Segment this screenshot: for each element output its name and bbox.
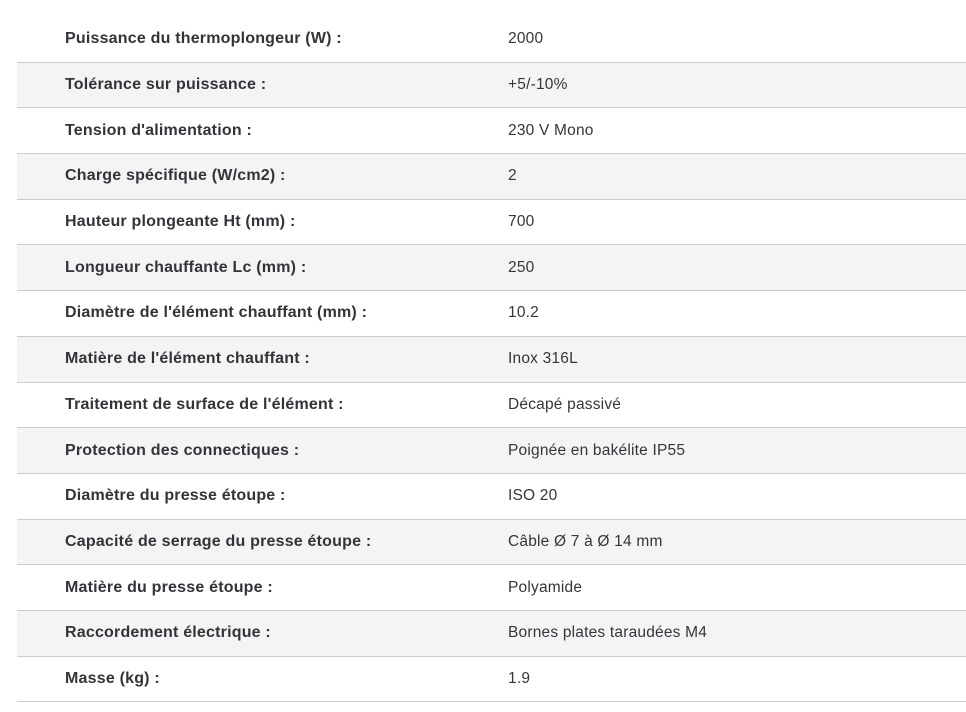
spec-row: Charge spécifique (W/cm2) : 2: [17, 154, 966, 200]
spec-row: Longueur chauffante Lc (mm) : 250: [17, 245, 966, 292]
spec-value: Poignée en bakélite IP55: [508, 441, 686, 459]
spec-value: Polyamide: [508, 578, 583, 596]
spec-label: Masse (kg) :: [65, 669, 160, 687]
spec-value: Inox 316L: [508, 350, 578, 368]
spec-row: Raccordement électrique : Bornes plates …: [17, 610, 966, 657]
spec-row: Matière du presse étoupe : Polyamide: [17, 565, 966, 611]
spec-label: Charge spécifique (W/cm2) :: [65, 167, 286, 185]
spec-label: Matière du presse étoupe :: [65, 578, 273, 596]
spec-value: 1.9: [508, 669, 531, 687]
spec-row: Matière de l'élément chauffant : Inox 31…: [17, 336, 966, 383]
spec-row: Capacité de serrage du presse étoupe : C…: [17, 519, 966, 566]
spec-label: Puissance du thermoplongeur (W) :: [65, 30, 342, 48]
spec-value: 2000: [508, 30, 544, 48]
spec-value: 700: [508, 213, 535, 231]
spec-value: +5/-10%: [508, 76, 568, 94]
spec-label: Diamètre de l'élément chauffant (mm) :: [65, 304, 368, 322]
spec-label: Protection des connectiques :: [65, 441, 300, 459]
spec-row: Tolérance sur puissance : +5/-10%: [17, 62, 966, 109]
spec-label: Tolérance sur puissance :: [65, 76, 267, 94]
spec-label: Capacité de serrage du presse étoupe :: [65, 532, 372, 550]
spec-label: Hauteur plongeante Ht (mm) :: [65, 213, 296, 231]
spec-row: Diamètre du presse étoupe : ISO 20: [17, 473, 966, 520]
spec-value: 10.2: [508, 304, 539, 322]
spec-row: Tension d'alimentation : 230 V Mono: [17, 108, 966, 155]
spec-row: Diamètre de l'élément chauffant (mm) : 1…: [17, 291, 966, 337]
specification-table: Puissance du thermoplongeur (W) : 2000 T…: [17, 17, 966, 703]
spec-label: Traitement de surface de l'élément :: [65, 395, 344, 413]
spec-value: Câble Ø 7 à Ø 14 mm: [508, 532, 663, 550]
spec-label: Raccordement électrique :: [65, 624, 271, 642]
spec-row: Protection des connectiques : Poignée en…: [17, 428, 966, 474]
spec-value: Décapé passivé: [508, 395, 622, 413]
spec-label: Longueur chauffante Lc (mm) :: [65, 258, 307, 276]
spec-value: 230 V Mono: [508, 121, 594, 139]
spec-value: 2: [508, 167, 517, 185]
spec-label: Matière de l'élément chauffant :: [65, 350, 310, 368]
spec-row: Puissance du thermoplongeur (W) : 2000: [17, 17, 966, 63]
spec-value: Bornes plates taraudées M4: [508, 624, 708, 642]
spec-label: Diamètre du presse étoupe :: [65, 487, 286, 505]
spec-label: Tension d'alimentation :: [65, 121, 252, 139]
spec-row: Masse (kg) : 1.9: [17, 656, 966, 703]
spec-row: Traitement de surface de l'élément : Déc…: [17, 382, 966, 429]
spec-value: ISO 20: [508, 487, 558, 505]
spec-value: 250: [508, 258, 535, 276]
spec-row: Hauteur plongeante Ht (mm) : 700: [17, 199, 966, 246]
